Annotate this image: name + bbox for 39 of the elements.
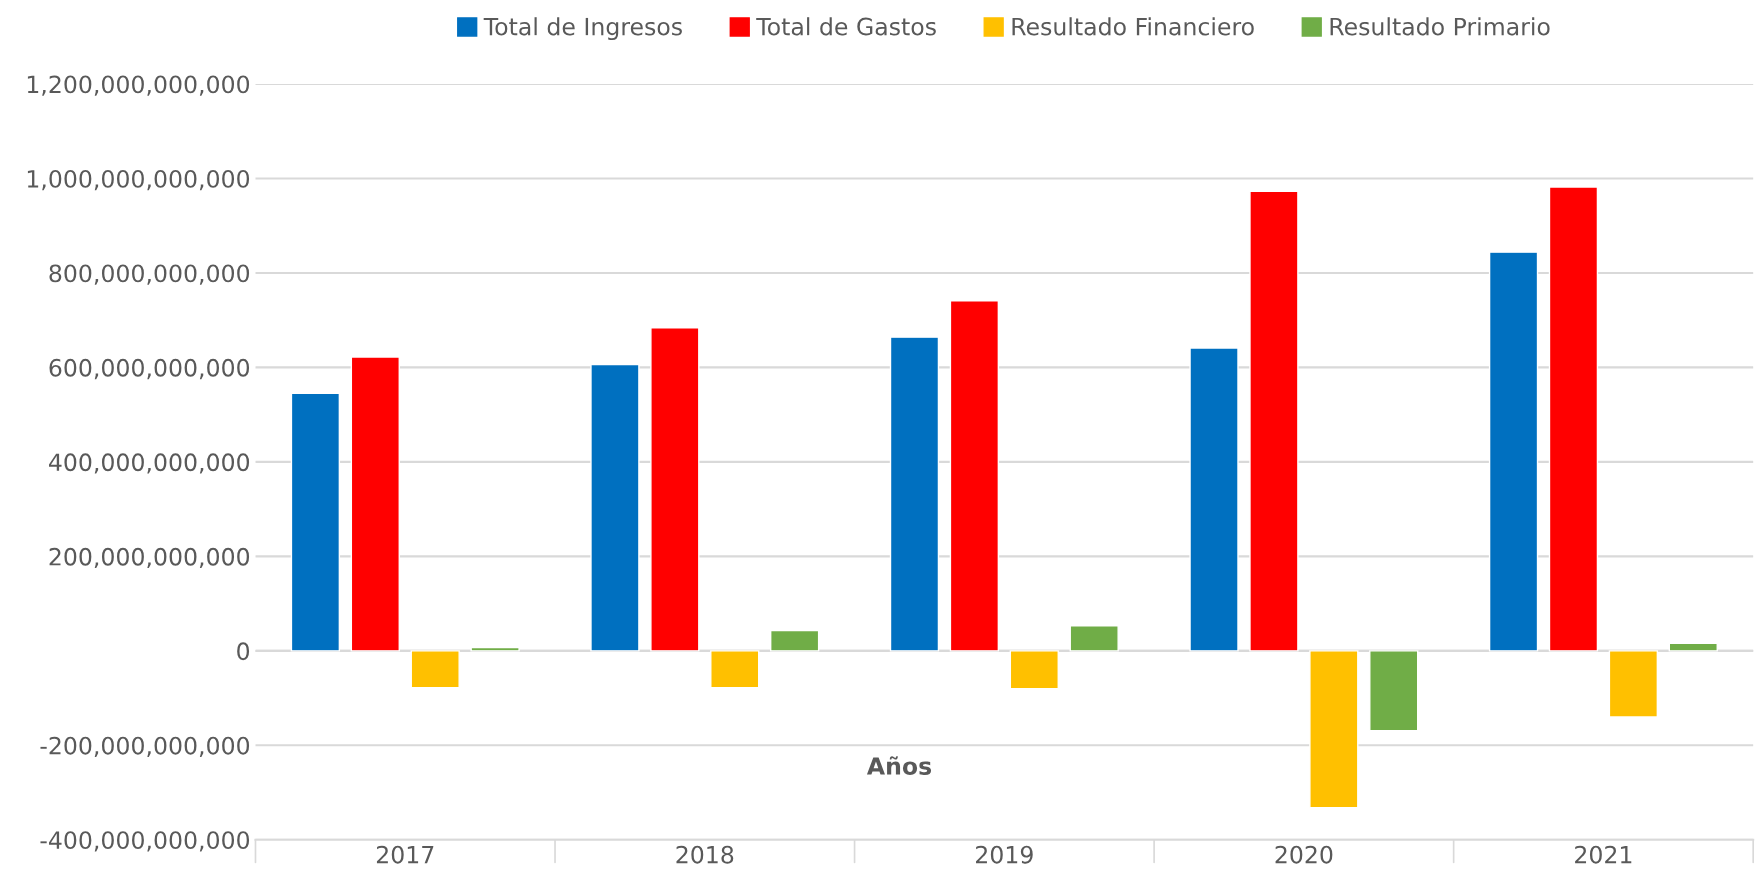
legend-label: Total de Gastos (756, 17, 936, 36)
legend-label: Resultado Financiero (1012, 17, 1254, 36)
bar (650, 327, 700, 652)
x-tick-label: 2018 (676, 845, 734, 864)
y-tick-label: -400,000,000,000 (40, 831, 250, 852)
bar (770, 629, 820, 652)
y-tick-label: 0 (237, 642, 250, 661)
bar (1189, 347, 1239, 652)
bar (1668, 642, 1718, 652)
bar (889, 336, 940, 652)
x-axis-title: Años (866, 756, 932, 775)
y-tick-label: -200,000,000,000 (40, 736, 250, 758)
bar (290, 392, 341, 652)
bar (470, 646, 520, 652)
y-tick-label: 200,000,000,000 (49, 547, 250, 569)
bar (1069, 625, 1119, 652)
x-tick-label: 2020 (1275, 845, 1333, 864)
legend-label: Resultado Primario (1330, 17, 1550, 36)
y-tick-label: 600,000,000,000 (49, 358, 250, 380)
bar (590, 363, 640, 652)
bar (710, 650, 760, 689)
bar (410, 650, 460, 689)
x-tick-label: 2019 (976, 845, 1033, 864)
y-tick-label: 800,000,000,000 (49, 264, 250, 285)
bar (350, 356, 400, 652)
bar (1608, 650, 1659, 718)
bar (1548, 186, 1599, 652)
y-tick-label: 1,200,000,000,000 (27, 75, 250, 96)
bar (1488, 251, 1539, 652)
x-tick-label: 2021 (1575, 845, 1632, 864)
bar (949, 300, 1000, 652)
y-tick-label: 1,000,000,000,000 (27, 169, 250, 191)
bar (1249, 190, 1299, 652)
bar (1369, 650, 1419, 732)
bar (1309, 650, 1359, 809)
bar (1009, 650, 1059, 690)
y-tick-label: 400,000,000,000 (49, 453, 250, 474)
legend-label: Total de Ingresos (483, 17, 682, 41)
x-tick-label: 2017 (376, 845, 434, 864)
